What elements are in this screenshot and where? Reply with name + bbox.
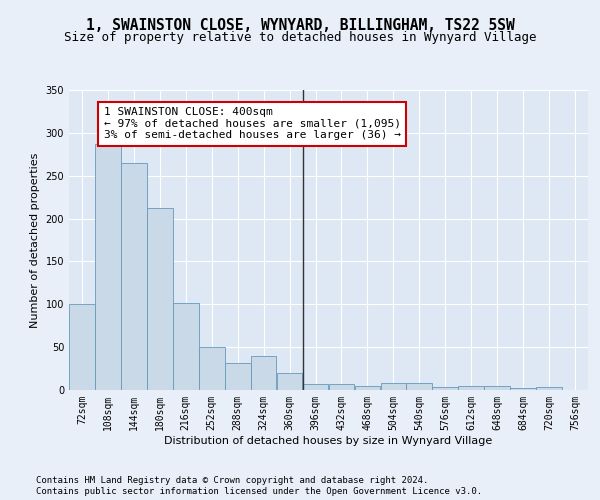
Bar xyxy=(173,302,199,390)
Bar xyxy=(225,364,251,390)
Bar xyxy=(95,144,121,390)
Bar xyxy=(458,386,484,390)
Text: Contains HM Land Registry data © Crown copyright and database right 2024.: Contains HM Land Registry data © Crown c… xyxy=(36,476,428,485)
Bar xyxy=(147,208,173,390)
Bar xyxy=(329,384,355,390)
Bar xyxy=(69,304,95,390)
Y-axis label: Number of detached properties: Number of detached properties xyxy=(30,152,40,328)
Bar xyxy=(199,347,224,390)
Text: 1 SWAINSTON CLOSE: 400sqm
← 97% of detached houses are smaller (1,095)
3% of sem: 1 SWAINSTON CLOSE: 400sqm ← 97% of detac… xyxy=(104,107,401,140)
Bar xyxy=(355,386,380,390)
Bar xyxy=(536,386,562,390)
Text: 1, SWAINSTON CLOSE, WYNYARD, BILLINGHAM, TS22 5SW: 1, SWAINSTON CLOSE, WYNYARD, BILLINGHAM,… xyxy=(86,18,514,32)
Text: Size of property relative to detached houses in Wynyard Village: Size of property relative to detached ho… xyxy=(64,31,536,44)
Bar xyxy=(433,388,458,390)
Bar xyxy=(510,388,536,390)
X-axis label: Distribution of detached houses by size in Wynyard Village: Distribution of detached houses by size … xyxy=(164,436,493,446)
Bar xyxy=(302,384,328,390)
Bar xyxy=(406,383,432,390)
Text: Contains public sector information licensed under the Open Government Licence v3: Contains public sector information licen… xyxy=(36,488,482,496)
Bar xyxy=(251,356,277,390)
Bar xyxy=(277,373,302,390)
Bar xyxy=(380,383,406,390)
Bar xyxy=(121,163,147,390)
Bar xyxy=(484,386,510,390)
